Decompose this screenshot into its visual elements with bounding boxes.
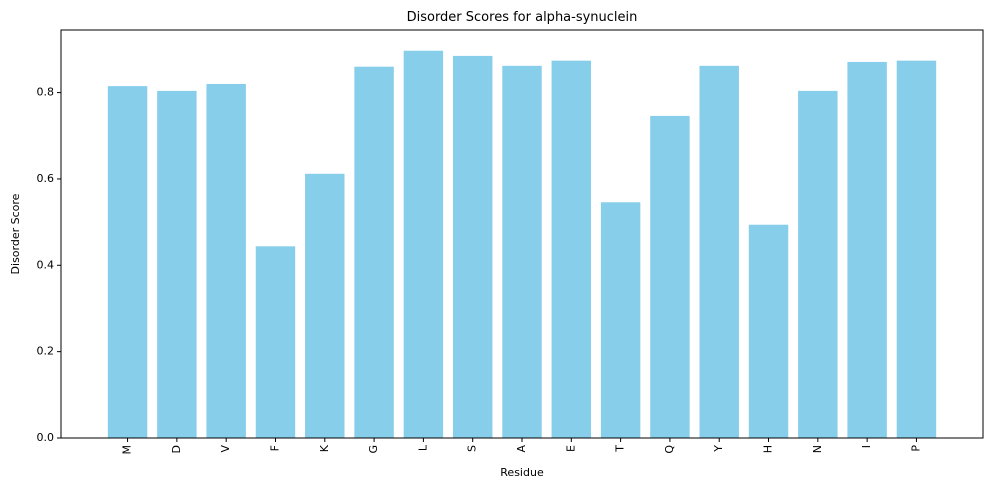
bar-I <box>847 61 887 438</box>
x-tick-label: I <box>860 445 873 448</box>
bar-F <box>255 246 296 438</box>
y-axis-ticks: 0.0 0.2 0.4 0.6 0.8 <box>37 86 61 444</box>
bar-V <box>206 83 246 438</box>
x-tick-label: Y <box>712 445 725 453</box>
bar-H <box>748 224 789 438</box>
x-tick-label: V <box>219 445 232 453</box>
x-tick-label: D <box>170 445 183 453</box>
y-tick-label: 0.2 <box>37 345 55 358</box>
x-tick-label: T <box>614 445 627 453</box>
x-tick-label: P <box>909 445 922 452</box>
bar-L <box>403 50 444 438</box>
bar-E <box>551 60 592 439</box>
y-tick-label: 0.0 <box>37 431 55 444</box>
x-tick-label: M <box>121 445 134 455</box>
bar-P <box>896 60 937 439</box>
x-tick-label: F <box>268 445 281 451</box>
x-tick-label: S <box>466 445 479 452</box>
x-tick-label: Q <box>663 445 676 454</box>
x-tick-label: H <box>762 445 775 453</box>
bar-G <box>354 66 394 438</box>
y-tick-label: 0.4 <box>37 258 55 271</box>
bar-Y <box>699 65 739 438</box>
bar-A <box>502 65 542 438</box>
x-tick-label: G <box>367 445 380 454</box>
x-tick-label: L <box>416 444 429 451</box>
bars <box>107 50 937 439</box>
x-tick-label: E <box>564 445 577 452</box>
plot-frame <box>60 29 984 439</box>
bar-T <box>600 202 641 438</box>
bar-S <box>452 55 493 439</box>
bar-K <box>305 173 345 438</box>
bar-N <box>798 90 838 438</box>
y-tick-label: 0.8 <box>37 86 55 99</box>
x-tick-label: N <box>811 445 824 453</box>
y-axis-label: Disorder Score <box>9 193 22 274</box>
bar-D <box>157 90 197 438</box>
x-axis-label: Residue <box>500 466 544 479</box>
bar-Q <box>650 115 690 439</box>
chart-title: Disorder Scores for alpha-synuclein <box>407 10 638 25</box>
x-tick-label: A <box>515 445 528 453</box>
x-tick-label: K <box>318 444 331 452</box>
y-tick-label: 0.6 <box>37 172 55 185</box>
bar-M <box>107 86 148 438</box>
